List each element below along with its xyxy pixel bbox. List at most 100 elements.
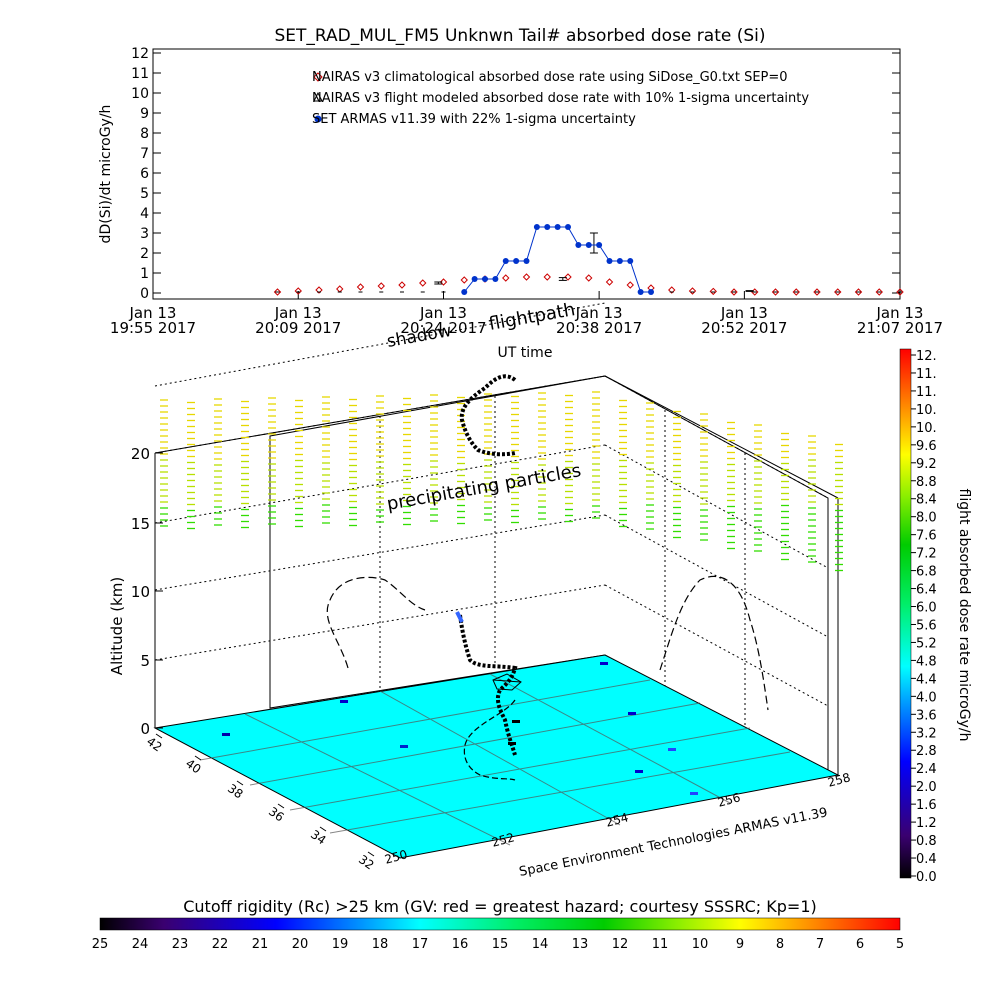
shadow-path-right	[659, 575, 769, 711]
longitude-tick-label: 250	[383, 847, 409, 866]
armas-series-line	[463, 226, 651, 293]
armas-point	[554, 224, 561, 230]
x-tick-label-date: Jan 13	[720, 304, 768, 322]
colorbar-tick-label: 10.	[916, 403, 937, 418]
cutoff-tick-label: 12	[612, 937, 629, 952]
x-tick-label-date: Jan 13	[274, 304, 322, 322]
x-tick-label-time: 19:55 2017	[110, 319, 196, 337]
latitude-tick-mark	[319, 826, 327, 832]
x-tick-label-date: Jan 13	[419, 304, 467, 322]
cutoff-rigidity-ticks: 25 24 23 22 21 20 19 18 17 16 15 14 13 12 11 10 9 8 7 6 5	[92, 937, 904, 952]
cutoff-rigidity-title: Cutoff rigidity (Rc) >25 km (GV: red = g…	[183, 897, 817, 916]
climatological-point	[377, 282, 385, 290]
cutoff-tick-label: 6	[856, 937, 864, 952]
colorbar-tick-label: 3.2	[916, 726, 937, 741]
cutoff-tick-label: 10	[692, 937, 709, 952]
cutoff-tick-label: 25	[92, 937, 109, 952]
colorbar-tick-label: 6.8	[916, 565, 937, 580]
climatological-point	[356, 283, 365, 291]
cutoff-tick-label: 5	[896, 937, 904, 952]
colorbar-tick-label: 6.4	[916, 583, 937, 598]
top-edge-right	[604, 375, 839, 499]
y-tick-label: 6	[140, 166, 149, 182]
longitude-axis-ticks: 250 252 254 256 258	[383, 770, 852, 866]
cutoff-tick-label: 8	[776, 937, 784, 952]
y-tick-label: 10	[131, 86, 149, 102]
climatological-point	[688, 287, 697, 295]
cutoff-tick-label: 22	[212, 937, 229, 952]
cutoff-tick-label: 18	[372, 937, 389, 952]
climatological-point	[813, 288, 821, 296]
colorbar-tick-label: 12.	[916, 349, 937, 364]
dose-rate-colorbar: 12. 11. 11. 10. 10. 9.6 9.2 8.8 8.4 8.0 7.6 7.2 6.8 6…	[899, 348, 972, 885]
climatological-point	[854, 288, 863, 296]
y-tick-label: 4	[140, 206, 149, 222]
armas-point	[544, 224, 551, 230]
latitude-tick-mark	[155, 733, 163, 739]
cutoff-gradient	[99, 917, 901, 931]
colorbar-tick-label: 2.8	[916, 744, 937, 759]
armas-point	[637, 289, 644, 295]
precipitating-particles	[160, 391, 843, 572]
colorbar-gradient	[899, 348, 912, 879]
colorbar-tick-label: 3.6	[916, 708, 937, 723]
legend-label: SET ARMAS v11.39 with 22% 1-sigma uncert…	[312, 112, 636, 127]
climatological-point	[419, 279, 427, 287]
armas-point	[575, 242, 582, 248]
colorbar-tick-label: 8.8	[916, 475, 937, 490]
colorbar-tick-label: 11.	[916, 367, 937, 382]
cutoff-tick-label: 20	[292, 937, 309, 952]
armas-point	[513, 258, 520, 264]
legend: NAIRAS v3 climatological absorbed dose r…	[312, 70, 809, 127]
colorbar-tick-label: 1.2	[916, 816, 937, 831]
y-tick-label: 8	[140, 126, 149, 142]
floor-dose-mark	[222, 733, 230, 736]
climatological-point	[771, 288, 780, 296]
legend-label: NAIRAS v3 flight modeled absorbed dose r…	[312, 91, 809, 106]
climatological-point	[730, 288, 738, 296]
altitude-tick-label: 10	[131, 583, 150, 601]
colorbar-tick-label: 7.6	[916, 529, 937, 544]
aircraft-marker	[492, 673, 522, 691]
floor-dose-mark	[600, 662, 608, 665]
cutoff-tick-label: 13	[572, 937, 589, 952]
colorbar-tick-label: 11.	[916, 385, 937, 400]
climatological-point	[460, 276, 468, 284]
colorbar-tick-label: 4.0	[916, 690, 937, 705]
flight-high-dose-segment	[455, 611, 464, 623]
cutoff-tick-label: 9	[736, 937, 744, 952]
armas-point	[523, 258, 530, 264]
x-tick-label-time: 20:09 2017	[255, 319, 341, 337]
climatological-point	[273, 288, 282, 296]
legend-symbol-dot	[314, 115, 322, 123]
x-tick-label-time: 20:38 2017	[556, 319, 642, 337]
floor-dose-mark	[400, 745, 408, 748]
armas-point	[482, 276, 488, 282]
climatological-point	[294, 287, 302, 295]
back-wall-grid	[154, 302, 829, 730]
armas-point	[461, 289, 468, 295]
climatological-point	[875, 288, 883, 296]
armas-point	[533, 224, 540, 230]
climatological-point	[792, 288, 800, 296]
x-tick-label-date: Jan 13	[575, 304, 623, 322]
x-axis-label: UT time	[498, 345, 553, 361]
legend-symbol-diamond	[313, 72, 323, 82]
colorbar-tick-label: 5.2	[916, 636, 937, 651]
x-tick-label-date: Jan 13	[129, 304, 177, 322]
cutoff-tick-label: 16	[452, 937, 469, 952]
flight-path-upper	[459, 374, 517, 457]
x-tick-label-time: 21:07 2017	[857, 319, 943, 337]
altitude-axis-label: Altitude (km)	[108, 577, 126, 675]
series-layer	[273, 224, 904, 296]
climatological-point	[564, 273, 572, 281]
armas-point	[492, 276, 499, 282]
climatological-point	[398, 281, 406, 289]
climatological-point	[626, 281, 634, 289]
colorbar-tick-label: 10.	[916, 421, 937, 436]
armas-point	[627, 258, 634, 264]
floor-dose-mark	[340, 700, 348, 703]
